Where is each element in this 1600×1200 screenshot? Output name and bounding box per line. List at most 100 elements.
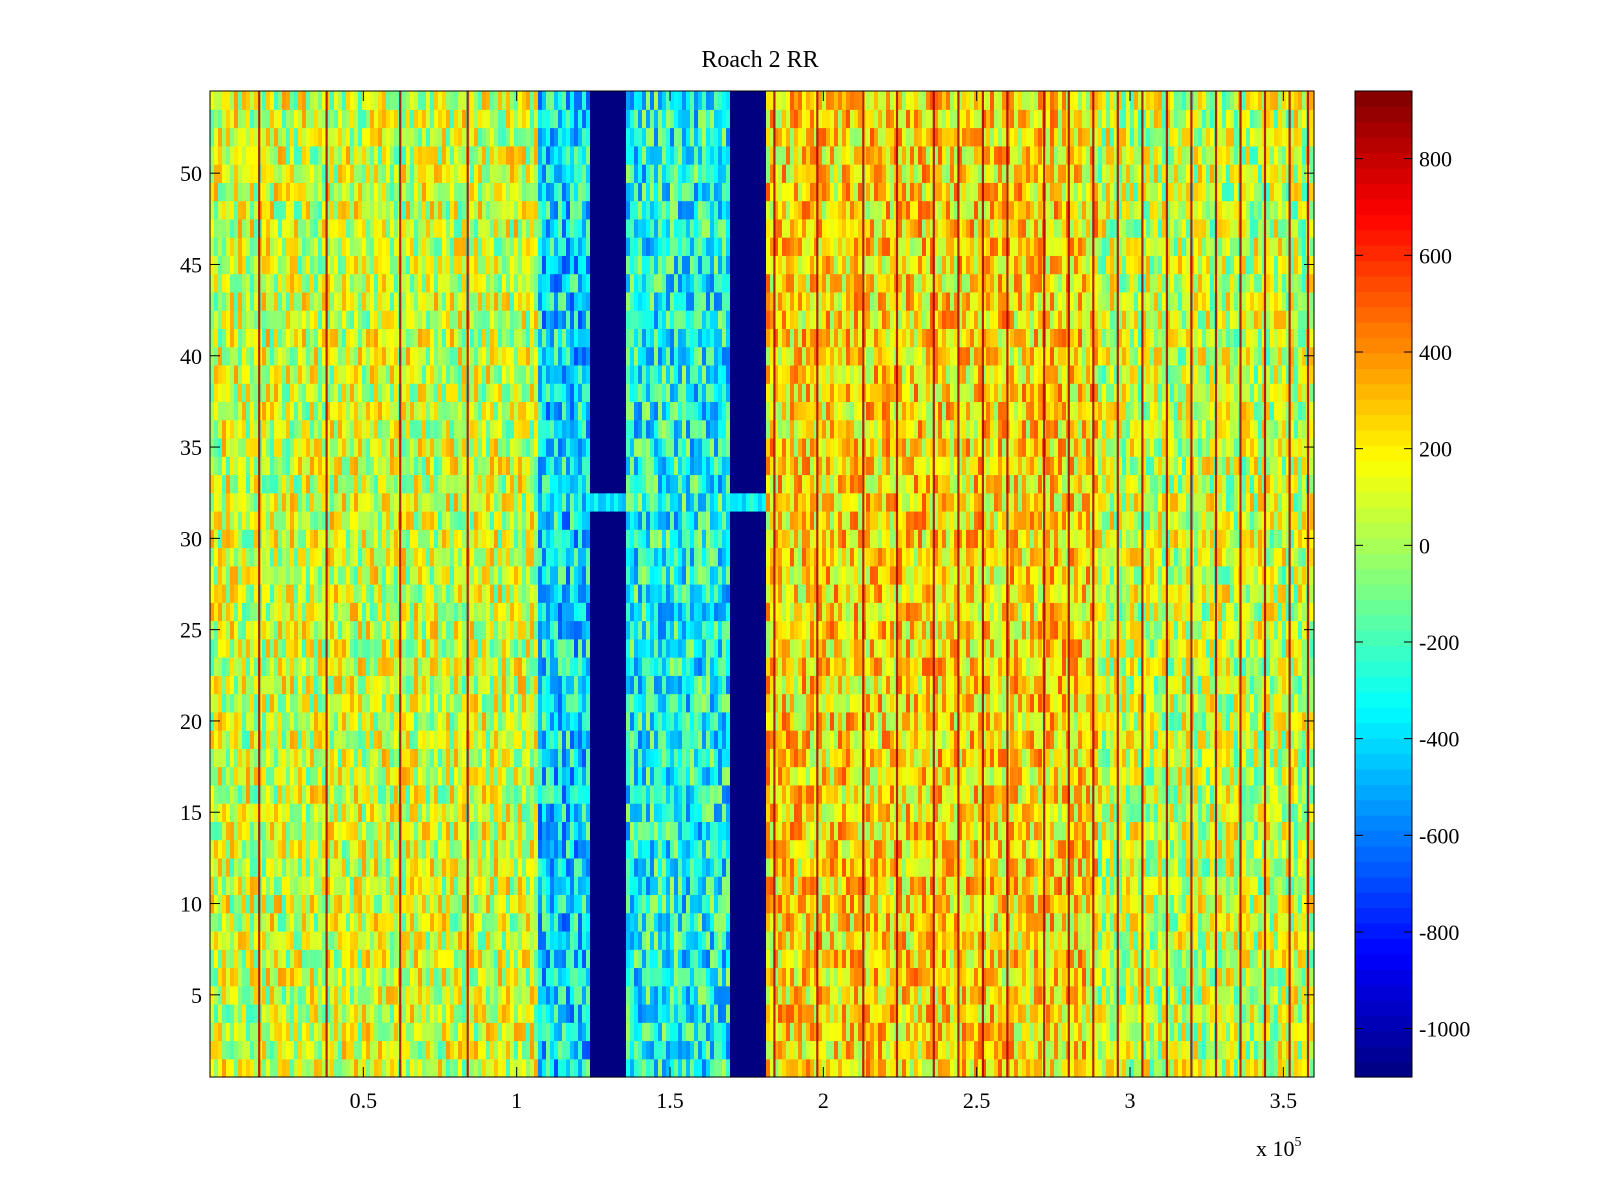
- heatmap-cell: [646, 784, 651, 804]
- heatmap-cell: [1298, 766, 1303, 786]
- heatmap-cell: [358, 876, 363, 896]
- heatmap-cell: [406, 766, 411, 786]
- heatmap-cell: [934, 803, 939, 822]
- heatmap-cell: [278, 1003, 283, 1023]
- heatmap-cell: [1178, 930, 1183, 950]
- heatmap-cell: [998, 766, 1003, 786]
- heatmap-cell: [1050, 1040, 1055, 1060]
- heatmap-cell: [670, 894, 675, 914]
- heatmap-cell: [326, 821, 331, 841]
- heatmap-cell: [846, 857, 851, 877]
- heatmap-cell: [838, 784, 843, 804]
- heatmap-cell: [802, 876, 807, 896]
- heatmap-cell: [1282, 766, 1287, 786]
- heatmap-cell: [910, 1040, 915, 1060]
- heatmap-cell: [822, 821, 827, 841]
- heatmap-cell: [1242, 1040, 1247, 1060]
- heatmap-cell: [318, 839, 323, 859]
- heatmap-cell: [802, 1058, 807, 1078]
- heatmap-cell: [482, 1058, 487, 1078]
- heatmap-cell: [758, 766, 763, 786]
- heatmap-cell: [1070, 967, 1075, 987]
- heatmap-cell: [802, 839, 807, 859]
- heatmap-cell: [250, 985, 255, 1005]
- heatmap-cell: [602, 930, 607, 950]
- heatmap-cell: [570, 930, 575, 950]
- heatmap-cell: [1286, 1058, 1291, 1078]
- heatmap-cell: [1118, 1058, 1123, 1078]
- heatmap-cell: [1234, 1003, 1239, 1023]
- heatmap-cell: [714, 748, 719, 768]
- heatmap-cell: [726, 912, 731, 932]
- heatmap-cell: [254, 748, 259, 768]
- heatmap-cell: [550, 748, 555, 768]
- heatmap-cell: [774, 930, 779, 950]
- heatmap-cell: [498, 1040, 503, 1060]
- heatmap-cell: [318, 766, 323, 786]
- heatmap-cell: [702, 985, 707, 1005]
- heatmap-cell: [1046, 930, 1051, 950]
- heatmap-cell: [794, 894, 799, 914]
- heatmap-cell: [586, 1040, 591, 1060]
- heatmap-cell: [974, 766, 979, 786]
- heatmap-cell: [950, 1003, 955, 1023]
- heatmap-cell: [946, 894, 951, 914]
- heatmap-cell: [1126, 748, 1131, 768]
- heatmap-cell: [1210, 949, 1215, 969]
- heatmap-cell: [266, 949, 271, 969]
- heatmap-cell: [1154, 839, 1159, 859]
- heatmap-cell: [622, 876, 627, 896]
- heatmap-cell: [1094, 839, 1099, 859]
- heatmap-cell: [1254, 766, 1259, 786]
- heatmap-cell: [870, 784, 875, 804]
- heatmap-cell: [822, 949, 827, 969]
- heatmap-cell: [1010, 748, 1015, 768]
- heatmap-cell: [998, 876, 1003, 896]
- heatmap-cell: [578, 912, 583, 932]
- heatmap-cell: [838, 930, 843, 950]
- heatmap-cell: [1142, 857, 1147, 877]
- heatmap-cell: [626, 839, 631, 859]
- heatmap-cell: [414, 1022, 419, 1042]
- heatmap-cell: [506, 839, 511, 859]
- heatmap-cell: [870, 821, 875, 841]
- heatmap-cell: [1154, 930, 1159, 950]
- heatmap-cell: [354, 985, 359, 1005]
- heatmap-cell: [682, 803, 687, 822]
- heatmap-cell: [342, 748, 347, 768]
- heatmap-cell: [1002, 748, 1007, 768]
- heatmap-cell: [942, 748, 947, 768]
- heatmap-cell: [1146, 821, 1151, 841]
- heatmap-cell: [342, 1040, 347, 1060]
- heatmap-cell: [534, 857, 539, 877]
- heatmap-cell: [786, 857, 791, 877]
- heatmap-cell: [1062, 1022, 1067, 1042]
- heatmap-cell: [478, 967, 483, 987]
- heatmap-cell: [402, 839, 407, 859]
- heatmap-cell: [1282, 821, 1287, 841]
- heatmap-cell: [918, 1022, 923, 1042]
- heatmap-cell: [990, 1058, 995, 1078]
- heatmap-cell: [514, 1003, 519, 1023]
- heatmap-cell: [730, 894, 735, 914]
- heatmap-cell: [878, 1003, 883, 1023]
- heatmap-cell: [1170, 930, 1175, 950]
- heatmap-cell: [1058, 930, 1063, 950]
- heatmap-cell: [1130, 967, 1135, 987]
- heatmap-cell: [654, 857, 659, 877]
- heatmap-cell: [610, 894, 615, 914]
- heatmap-cell: [798, 876, 803, 896]
- heatmap-cell: [1278, 857, 1283, 877]
- heatmap-cell: [350, 766, 355, 786]
- heatmap-cell: [882, 949, 887, 969]
- heatmap-cell: [362, 803, 367, 822]
- heatmap-cell: [594, 821, 599, 841]
- heatmap-cell: [898, 912, 903, 932]
- heatmap-cell: [818, 894, 823, 914]
- heatmap-cell: [1302, 857, 1307, 877]
- heatmap-cell: [602, 1003, 607, 1023]
- heatmap-cell: [406, 930, 411, 950]
- heatmap-cell: [314, 1003, 319, 1023]
- heatmap-cell: [1194, 748, 1199, 768]
- heatmap-cell: [402, 821, 407, 841]
